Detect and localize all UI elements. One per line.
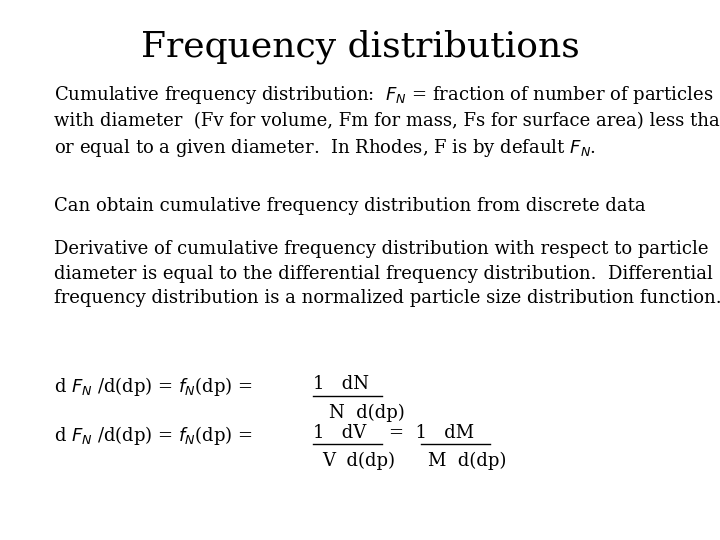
Text: 1   dN: 1 dN	[313, 375, 369, 393]
Text: Can obtain cumulative frequency distribution from discrete data: Can obtain cumulative frequency distribu…	[54, 197, 646, 215]
Text: Cumulative frequency distribution:  $F_N$ = fraction of number of particles
with: Cumulative frequency distribution: $F_N$…	[54, 84, 720, 159]
Text: =  1   dM: = 1 dM	[389, 424, 474, 442]
Text: d $F_N$ /d(dp) = $f_N$(dp) =: d $F_N$ /d(dp) = $f_N$(dp) =	[54, 424, 255, 447]
Text: N  d(dp): N d(dp)	[329, 403, 405, 422]
Text: V  d(dp): V d(dp)	[322, 452, 395, 470]
Text: M  d(dp): M d(dp)	[428, 452, 507, 470]
Text: Derivative of cumulative frequency distribution with respect to particle
diamete: Derivative of cumulative frequency distr…	[54, 240, 720, 307]
Text: 1   dV: 1 dV	[313, 424, 366, 442]
Text: Frequency distributions: Frequency distributions	[140, 30, 580, 64]
Text: d $F_N$ /d(dp) = $f_N$(dp) =: d $F_N$ /d(dp) = $f_N$(dp) =	[54, 375, 255, 399]
